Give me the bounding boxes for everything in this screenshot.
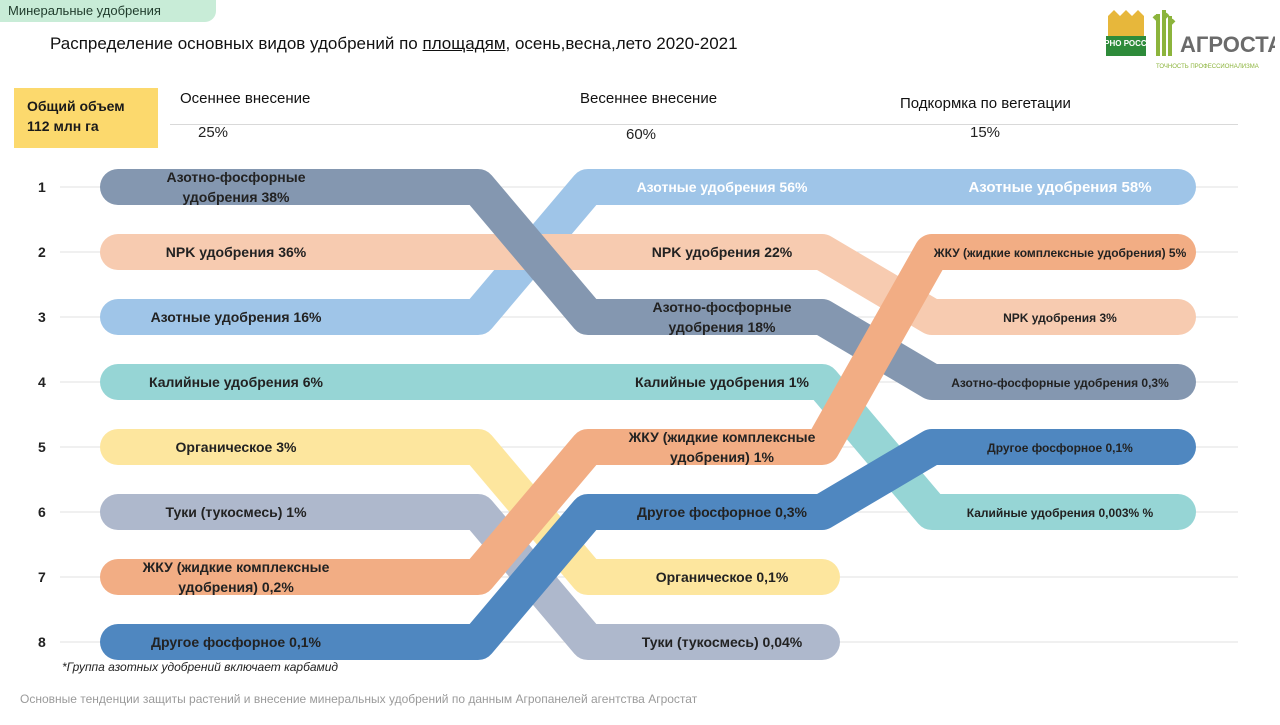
column-share-summer: 15% (970, 124, 1001, 141)
title-part-2: , осень,весна,лето 2020-2021 (505, 34, 738, 53)
label-line: Органическое 3% (176, 439, 297, 455)
label-nitrogen-2: Азотные удобрения 58% (968, 179, 1151, 196)
row-number: 2 (38, 244, 46, 260)
label-line: Азотные удобрения 16% (151, 309, 322, 325)
label-organic-0: Органическое 3% (176, 439, 297, 455)
band-other_phos (100, 429, 1196, 660)
band-potash (100, 364, 1196, 530)
agrostat-logo: ЗЕРНО РОССИИ АГРОСТАТ ТОЧНОСТЬ ПРОФЕССИО… (1100, 10, 1275, 70)
band-zhku (100, 234, 1196, 595)
label-line: ЖКУ (жидкие комплексные (142, 559, 330, 575)
label-line: Азотные удобрения 58% (968, 179, 1151, 196)
row-number: 5 (38, 439, 46, 455)
label-potash-1: Калийные удобрения 1% (635, 374, 809, 390)
label-nitro_phos-0: Азотно-фосфорные удобрения 38% (166, 169, 305, 205)
label-tuki-1: Туки (тукосмесь) 0,04% (642, 634, 803, 650)
label-line: Калийные удобрения 0,003% % (967, 506, 1154, 520)
label-line: Другое фосфорное 0,3% (637, 504, 808, 520)
column-header-autumn: Осеннее внесение (180, 90, 311, 107)
label-organic-1: Органическое 0,1% (656, 569, 789, 585)
label-npk-0: NPK удобрения 36% (166, 244, 307, 260)
label-line: Туки (тукосмесь) 1% (165, 504, 307, 520)
column-header-spring: Весеннее внесение (580, 90, 718, 107)
band-nitro_phos (100, 169, 1196, 400)
column-share-autumn: 25% (198, 124, 229, 141)
total-volume-line2: 112 млн га (27, 118, 99, 134)
label-line: Калийные удобрения 6% (149, 374, 323, 390)
label-nitrogen-1: Азотные удобрения 56% (637, 179, 808, 195)
label-line: Другое фосфорное 0,1% (987, 441, 1133, 455)
label-line: Азотно-фосфорные (166, 169, 305, 185)
label-nitrogen-0: Азотные удобрения 16% (151, 309, 322, 325)
band-npk (100, 234, 1196, 335)
footer-source: Основные тенденции защиты растений и вне… (20, 692, 698, 706)
label-line: Азотно-фосфорные (652, 299, 791, 315)
logo-brand: АГРОСТАТ (1180, 32, 1275, 57)
row-number: 6 (38, 504, 46, 520)
label-line: NPK удобрения 36% (166, 244, 307, 260)
label-line: удобрения 18% (668, 319, 776, 335)
column-share-spring: 60% (626, 126, 657, 143)
label-potash-2: Калийные удобрения 0,003% % (967, 506, 1154, 520)
label-line: Другое фосфорное 0,1% (151, 634, 322, 650)
logo-tagline: ТОЧНОСТЬ ПРОФЕССИОНАЛИЗМА (1156, 64, 1259, 70)
section-tag: Минеральные удобрения (0, 0, 216, 22)
page-title: Распределение основных видов удобрений п… (50, 34, 738, 54)
label-npk-1: NPK удобрения 22% (652, 244, 793, 260)
label-line: удобрения 38% (182, 189, 290, 205)
label-npk-2: NPK удобрения 3% (1003, 311, 1117, 325)
label-line: удобрения) 0,2% (178, 579, 294, 595)
label-line: удобрения) 1% (670, 449, 774, 465)
label-line: Азотно-фосфорные удобрения 0,3% (951, 376, 1169, 390)
logo-left-text: ЗЕРНО РОССИИ (1100, 39, 1158, 48)
label-zhku-2: ЖКУ (жидкие комплексные удобрения) 5% (933, 246, 1187, 260)
band-nitrogen (100, 169, 1196, 335)
label-nitro_phos-1: Азотно-фосфорные удобрения 18% (652, 299, 791, 335)
title-part-1: Распределение основных видов удобрений п… (50, 34, 423, 53)
label-other_phos-0: Другое фосфорное 0,1% (151, 634, 322, 650)
label-zhku-1: ЖКУ (жидкие комплексные удобрения) 1% (628, 429, 816, 465)
label-line: Калийные удобрения 1% (635, 374, 809, 390)
row-number: 4 (38, 374, 46, 390)
row-number: 3 (38, 309, 46, 325)
row-number: 7 (38, 569, 46, 585)
footnote: *Группа азотных удобрений включает карба… (62, 660, 339, 674)
label-line: ЖКУ (жидкие комплексные удобрения) 5% (933, 246, 1187, 260)
label-potash-0: Калийные удобрения 6% (149, 374, 323, 390)
title-underlined: площадям (422, 34, 506, 53)
label-nitro_phos-2: Азотно-фосфорные удобрения 0,3% (951, 376, 1169, 390)
row-number: 8 (38, 634, 46, 650)
label-line: NPK удобрения 3% (1003, 311, 1117, 325)
header-divider (170, 124, 1238, 125)
label-line: Азотные удобрения 56% (637, 179, 808, 195)
column-header-summer: Подкормка по вегетации (900, 95, 1071, 112)
label-line: ЖКУ (жидкие комплексные (628, 429, 816, 445)
label-zhku-0: ЖКУ (жидкие комплексные удобрения) 0,2% (142, 559, 330, 595)
total-volume-line1: Общий объем (27, 98, 125, 114)
label-other_phos-2: Другое фосфорное 0,1% (987, 441, 1133, 455)
label-line: Органическое 0,1% (656, 569, 789, 585)
label-line: Туки (тукосмесь) 0,04% (642, 634, 803, 650)
label-other_phos-1: Другое фосфорное 0,3% (637, 504, 808, 520)
label-line: NPK удобрения 22% (652, 244, 793, 260)
row-number: 1 (38, 179, 46, 195)
label-tuki-0: Туки (тукосмесь) 1% (165, 504, 307, 520)
total-volume-box: Общий объем 112 млн га (14, 88, 158, 148)
